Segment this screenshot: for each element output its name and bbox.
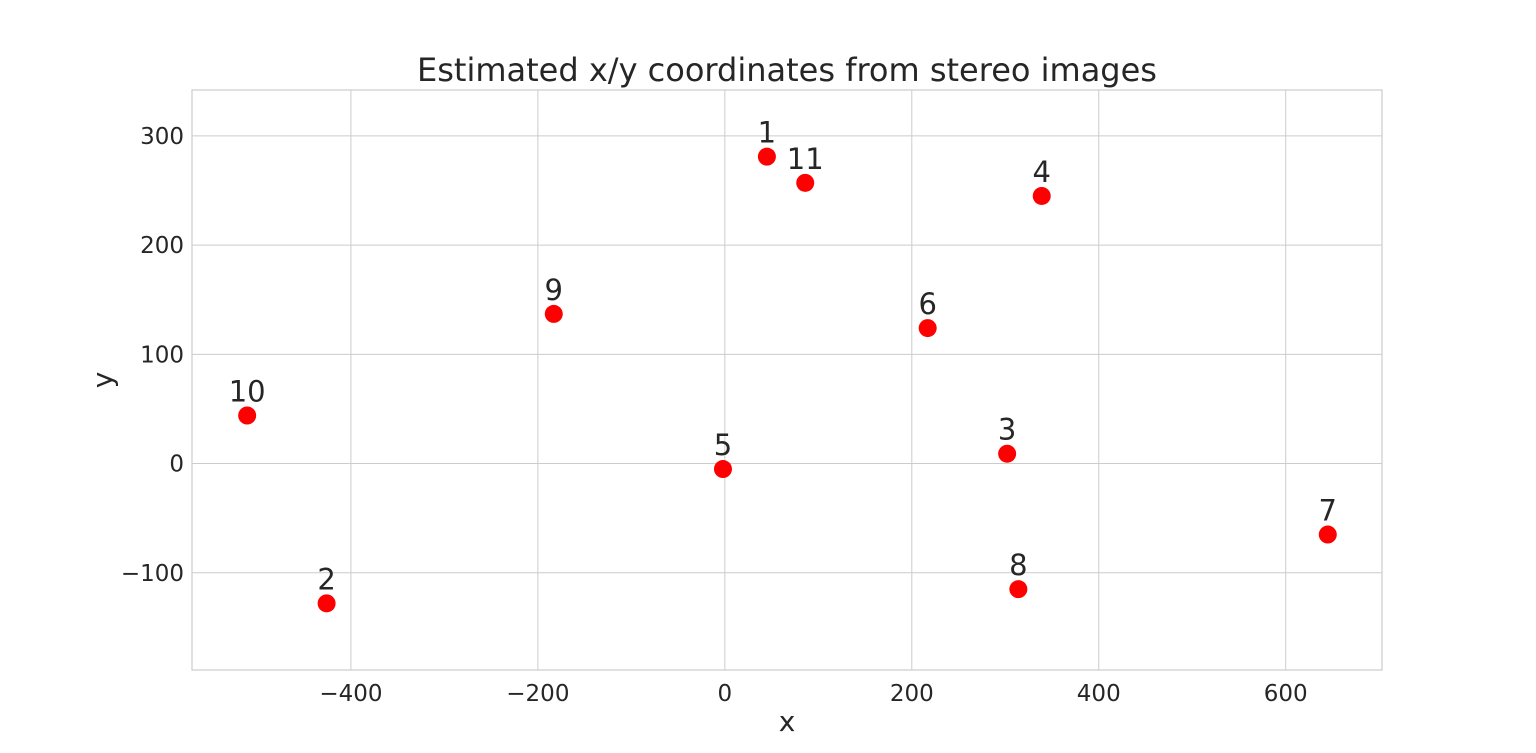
data-point (918, 319, 937, 338)
x-axis-label: x (779, 705, 796, 738)
y-axis-label: y (86, 372, 119, 389)
point-label: 3 (998, 413, 1016, 447)
point-label: 1 (758, 116, 776, 150)
point-label: 8 (1009, 548, 1027, 582)
tick-labels: −400 −200 0 200 400 600 −100 0 100 200 300 (121, 124, 1308, 707)
x-tick-label: −200 (506, 681, 569, 707)
data-point (544, 304, 563, 323)
point-label: 10 (229, 374, 266, 408)
point-label: 2 (317, 562, 335, 596)
y-tick-label: 100 (140, 342, 184, 368)
point-label: 9 (545, 273, 563, 307)
x-tick-label: 0 (718, 681, 733, 707)
data-point (1318, 525, 1337, 544)
plot-frame (191, 89, 1383, 671)
y-tick-label: 0 (169, 452, 184, 478)
data-points: 1 2 3 4 5 6 7 8 9 10 11 (229, 116, 1337, 613)
x-tick-label: 400 (1077, 681, 1121, 707)
x-tick-label: −400 (319, 681, 382, 707)
x-tick-label: 200 (890, 681, 934, 707)
data-point (713, 460, 732, 479)
x-tick-label: 600 (1264, 681, 1308, 707)
data-point (1009, 580, 1028, 599)
point-label: 5 (714, 428, 732, 462)
y-tick-label: −100 (121, 561, 184, 587)
y-tick-label: 300 (140, 124, 184, 150)
chart-title: Estimated x/y coordinates from stereo im… (417, 51, 1157, 89)
data-point (998, 444, 1017, 463)
grid (192, 90, 1382, 670)
data-point (1032, 186, 1051, 205)
data-point (317, 594, 336, 613)
data-point (796, 173, 815, 192)
point-label: 4 (1033, 155, 1051, 189)
point-label: 6 (918, 287, 936, 321)
point-label: 11 (787, 142, 824, 176)
data-point (238, 406, 257, 425)
data-point (757, 147, 776, 166)
point-label: 7 (1319, 494, 1337, 528)
y-tick-label: 200 (140, 233, 184, 259)
